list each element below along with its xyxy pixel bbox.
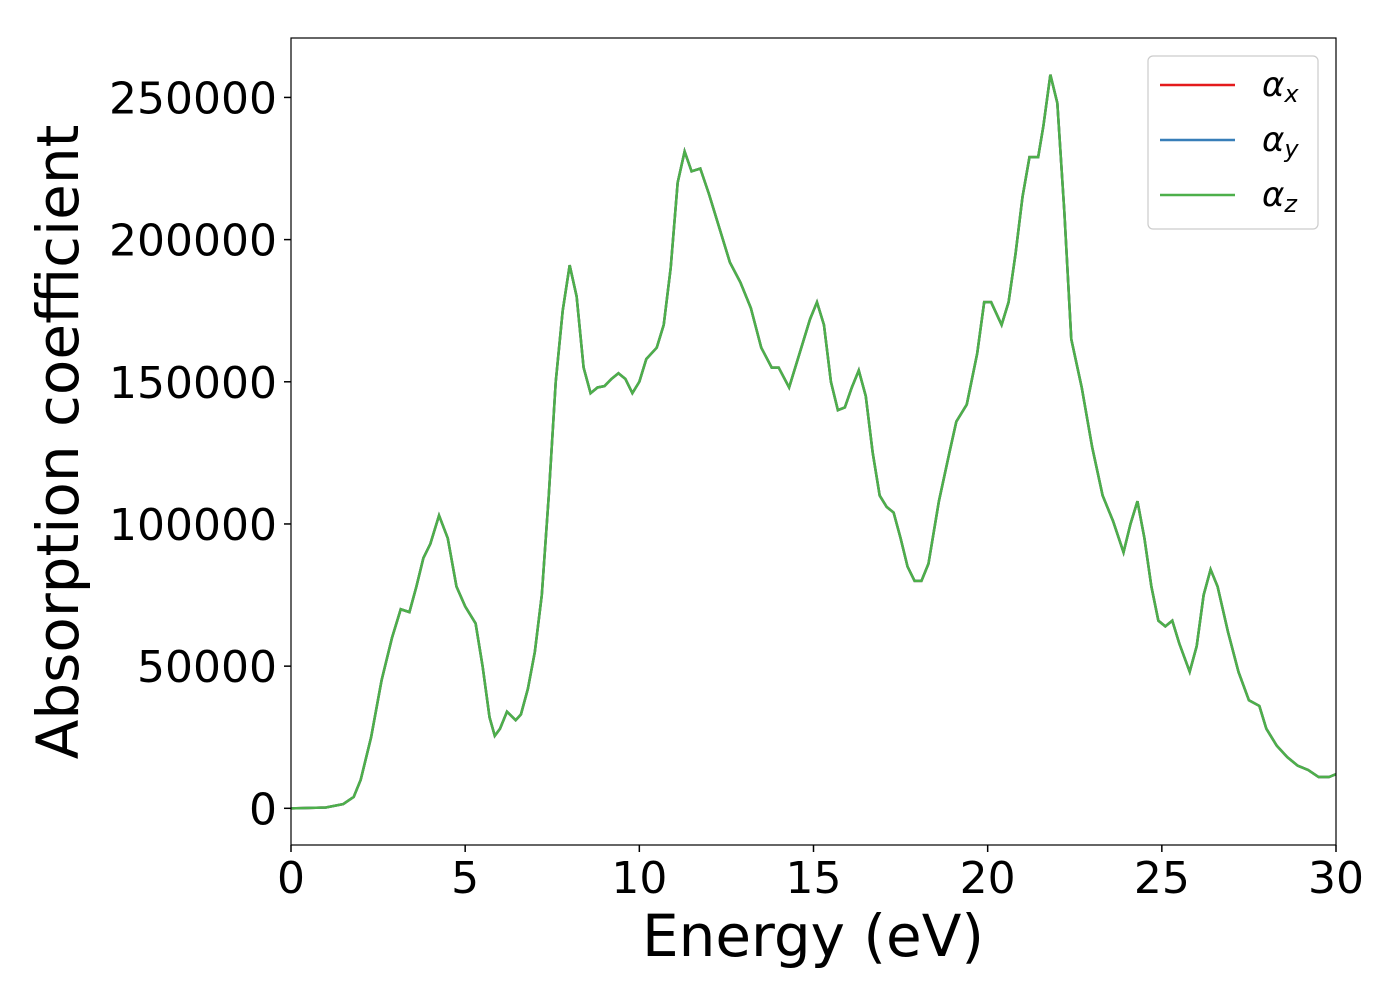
y-tick-label: 250000 <box>109 73 277 124</box>
line-series <box>291 74 1336 810</box>
x-tick-label: 0 <box>277 853 305 904</box>
x-tick-label: 10 <box>611 853 667 904</box>
x-tick-label: 5 <box>451 853 479 904</box>
y-tick-label: 100000 <box>109 500 277 551</box>
plot-frame <box>290 37 1337 846</box>
y-tick-label: 50000 <box>137 642 277 693</box>
x-axis-label: Energy (eV) <box>642 902 984 970</box>
y-tick-label: 0 <box>249 784 277 835</box>
legend-label: αy <box>1262 120 1299 163</box>
x-tick-label: 20 <box>960 853 1016 904</box>
y-tick-label: 200000 <box>109 216 277 267</box>
legend-label: αz <box>1262 175 1298 218</box>
x-tick-label: 25 <box>1134 853 1190 904</box>
x-tick-label: 15 <box>786 853 842 904</box>
legend-label: αx <box>1262 65 1299 108</box>
y-axis-label: Absorption coefficient <box>24 125 92 760</box>
x-tick-label: 30 <box>1308 853 1364 904</box>
y-tick-label: 150000 <box>109 358 277 409</box>
legend-box <box>1147 55 1319 230</box>
